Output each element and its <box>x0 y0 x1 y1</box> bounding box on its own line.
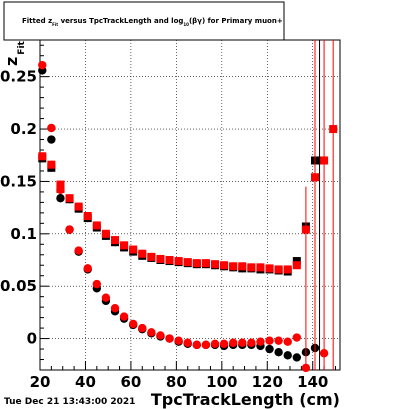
y-axis-title: zFit <box>2 40 27 66</box>
data-point-square <box>283 265 292 274</box>
data-point-square <box>192 259 201 268</box>
data-point-circle <box>83 264 92 273</box>
data-point-square <box>220 261 229 270</box>
data-point-circle <box>201 340 211 350</box>
data-point-circle <box>210 339 220 349</box>
data-point-square <box>129 245 138 254</box>
data-point-square <box>47 160 56 169</box>
y-tick-label: 0.1 <box>10 225 37 243</box>
data-point-square <box>111 236 119 245</box>
data-point-circle <box>156 331 165 340</box>
data-point-circle <box>128 319 138 329</box>
data-point-circle <box>247 338 256 347</box>
data-point-circle <box>283 351 292 360</box>
data-point-square <box>65 194 74 203</box>
data-point-square <box>120 241 129 250</box>
data-point-square <box>83 212 92 220</box>
data-point-square <box>74 202 83 211</box>
data-point-circle <box>256 337 265 346</box>
y-tick-label: 0.05 <box>0 277 37 295</box>
data-point-square <box>256 263 265 272</box>
data-point-circle <box>92 279 102 289</box>
x-axis-title: TpcTrackLength (cm) <box>151 390 340 409</box>
data-point-square <box>138 249 147 258</box>
data-point-circle <box>238 338 247 347</box>
x-tick-label: 80 <box>166 373 187 391</box>
data-point-square <box>92 221 101 230</box>
data-point-square <box>165 256 174 264</box>
data-point-circle <box>165 334 174 343</box>
y-tick-label: 0.15 <box>0 172 37 190</box>
data-point-circle <box>174 336 183 345</box>
data-point-circle <box>292 353 302 362</box>
y-tick-labels: 0 0.05 0.1 0.15 0.2 0.25 <box>0 68 37 348</box>
data-point-square <box>238 262 247 271</box>
data-point-square <box>183 258 192 267</box>
data-point-square <box>229 262 238 271</box>
data-point-square <box>247 263 256 272</box>
data-point-circle <box>119 312 129 321</box>
data-point-square <box>156 254 165 263</box>
data-point-square <box>265 264 274 273</box>
data-point-circle <box>56 193 65 203</box>
plot-frame <box>39 39 341 371</box>
grid-lines <box>39 40 340 370</box>
axis-ticks <box>39 44 336 370</box>
data-point-circle <box>47 135 56 144</box>
data-point-circle <box>265 344 274 354</box>
data-point-circle <box>228 338 238 347</box>
y-tick-label: 0.2 <box>10 120 37 138</box>
data-point-circle <box>110 303 120 313</box>
data-point-square <box>38 152 47 161</box>
x-tick-label: 100 <box>206 373 237 391</box>
data-point-circle <box>219 339 229 349</box>
x-tick-label: 120 <box>252 373 283 391</box>
data-point-circle <box>47 123 56 133</box>
data-point-square <box>211 260 219 269</box>
data-point-square <box>101 229 110 238</box>
y-tick-label: 0.25 <box>0 68 37 86</box>
data-point-circle <box>274 336 283 345</box>
data-point-circle <box>74 246 83 255</box>
data-point-circle <box>192 340 202 350</box>
chart-title: Fitted zFit versus TpcTrackLength and lo… <box>22 17 283 27</box>
data-point-square <box>174 257 183 266</box>
data-point-circle <box>101 293 111 302</box>
data-point-square <box>147 252 156 261</box>
data-point-circle <box>138 323 147 333</box>
data-point-circle <box>265 336 274 345</box>
data-point-square <box>292 261 301 270</box>
x-tick-labels: 20 40 60 80 100 120 140 <box>30 373 329 391</box>
data-point-circle <box>292 333 302 342</box>
data-point-square <box>274 265 283 274</box>
data-point-circle <box>147 328 156 337</box>
data-point-circle <box>38 60 47 70</box>
data-point-square <box>292 257 301 266</box>
x-tick-label: 20 <box>30 373 51 391</box>
data-point-square <box>56 180 65 189</box>
data-points <box>38 40 338 373</box>
data-point-circle <box>274 347 283 357</box>
timestamp: Tue Dec 21 13:43:00 2021 <box>4 397 135 407</box>
data-point-square <box>201 259 210 268</box>
data-point-circle <box>65 225 74 234</box>
data-point-circle <box>183 338 192 347</box>
x-tick-label: 140 <box>297 373 328 391</box>
x-tick-label: 40 <box>75 373 96 391</box>
x-tick-label: 60 <box>120 373 141 391</box>
y-tick-label: 0 <box>27 330 37 348</box>
data-point-circle <box>283 337 292 346</box>
title-box: Fitted zFit versus TpcTrackLength and lo… <box>3 1 285 41</box>
